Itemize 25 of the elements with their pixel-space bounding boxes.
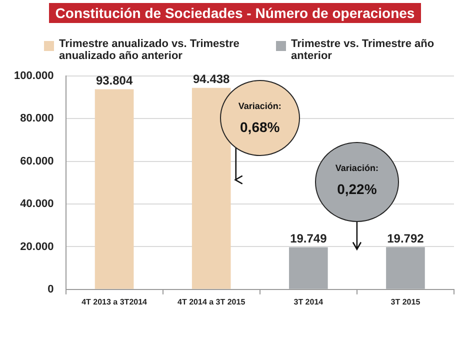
y-tick-label: 20.000: [20, 240, 54, 253]
legend-label: Trimestre vs. Trimestre año anterior: [291, 38, 436, 62]
y-tick-label: 60.000: [20, 155, 54, 168]
bar: [289, 247, 328, 289]
annotation: Variación:: [237, 101, 282, 111]
y-tick-label: 40.000: [20, 198, 54, 210]
y-tick-label: 80.000: [20, 112, 54, 125]
chart-title: Constitución de Sociedades - Número de operaciones: [49, 3, 421, 23]
y-tick-label: 0: [48, 283, 54, 296]
circle-callout: Variación: 0,22%: [314, 142, 399, 222]
x-tick-label: 3T 2014: [294, 297, 324, 306]
data-label: 19.792: [387, 231, 424, 246]
x-tick-label: 3T 2015: [390, 297, 421, 306]
data-label: 93.804: [96, 74, 133, 88]
bar: [94, 89, 134, 289]
annotation: 0,22%: [336, 181, 378, 198]
y-tick-label: 100.000: [14, 70, 54, 82]
bar: [192, 88, 231, 289]
legend-label: Trimestre anualizado vs. Trimestre anualizado año anterior: [59, 38, 240, 62]
x-tick-label: 4T 2014 a 3T 2015: [178, 297, 246, 306]
x-tick-label: 4T 2013 a 3T2014: [82, 297, 148, 306]
annotation: Variación:: [334, 163, 380, 174]
bar: [386, 247, 425, 289]
data-label: 19.749: [290, 232, 328, 246]
annotation: 0,68%: [239, 119, 281, 135]
